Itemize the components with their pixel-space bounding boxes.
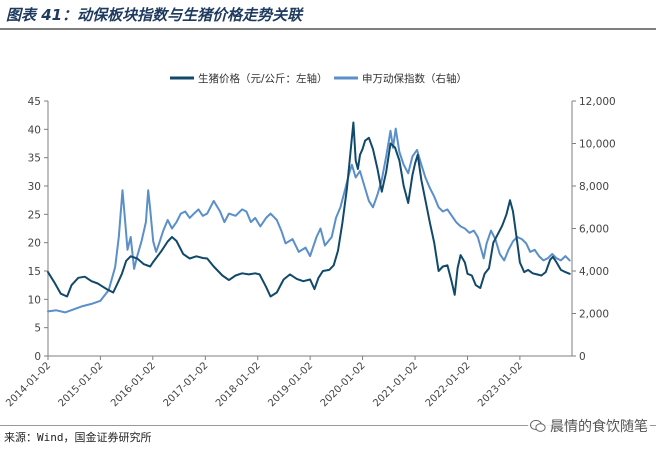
chart: 生猪价格（元/公斤：左轴） 申万动保指数（右轴） 0 5 10 15 20 25 30 35 4… [4, 72, 616, 409]
x-tick-label: 2018-01-02 [214, 360, 263, 409]
left-tick-label: 20 [28, 238, 41, 250]
left-tick-label: 45 [28, 96, 41, 108]
figure-title: 图表 41：动保板块指数与生猪价格走势关联 [6, 6, 303, 24]
right-tick-label: 2,000 [579, 309, 609, 321]
right-tick-label: 12,000 [579, 96, 616, 108]
left-tick-label: 0 [34, 351, 41, 363]
left-tick-label: 35 [28, 153, 41, 165]
x-tick-label: 2015-01-02 [57, 360, 106, 409]
x-tick-label: 2021-01-02 [371, 360, 420, 409]
x-tick-label: 2023-01-02 [476, 360, 525, 409]
series-line-pig-price [47, 121, 571, 298]
title-divider [0, 28, 656, 30]
series-line-index [47, 127, 571, 314]
x-tick-label: 2016-01-02 [109, 360, 158, 409]
right-tick-label: 0 [579, 351, 586, 363]
wechat-icon [530, 419, 546, 432]
legend-label-index: 申万动保指数（右轴） [362, 72, 467, 85]
left-tick-label: 25 [28, 209, 41, 221]
source-note: 来源：Wind，国金证券研究所 [4, 431, 152, 444]
x-tick-label: 2020-01-02 [319, 360, 368, 409]
x-tick-label: 2014-01-02 [4, 360, 53, 409]
x-tick-label: 2017-01-02 [162, 360, 211, 409]
left-tick-label: 15 [28, 266, 41, 278]
watermark-text: 晨情的食饮随笔 [550, 419, 648, 435]
x-tick-label: 2022-01-02 [424, 360, 473, 409]
right-tick-label: 8,000 [579, 181, 609, 193]
x-tick-label: 2019-01-02 [266, 360, 315, 409]
legend-label-pig-price: 生猪价格（元/公斤：左轴） [198, 72, 328, 85]
left-tick-label: 30 [28, 181, 41, 193]
series-layer [47, 121, 571, 314]
legend: 生猪价格（元/公斤：左轴） 申万动保指数（右轴） [170, 72, 467, 85]
left-tick-label: 10 [28, 294, 41, 306]
axes: 0 5 10 15 20 25 30 35 40 45 0 2,000 4,000 6,000 8,000 1… [4, 96, 616, 409]
left-tick-label: 40 [28, 124, 41, 136]
footer-divider [0, 425, 656, 426]
watermark: 晨情的食饮随笔 [528, 416, 650, 436]
right-tick-label: 6,000 [579, 224, 609, 236]
left-tick-label: 5 [34, 323, 41, 335]
right-tick-label: 4,000 [579, 266, 609, 278]
right-tick-label: 10,000 [579, 139, 616, 151]
